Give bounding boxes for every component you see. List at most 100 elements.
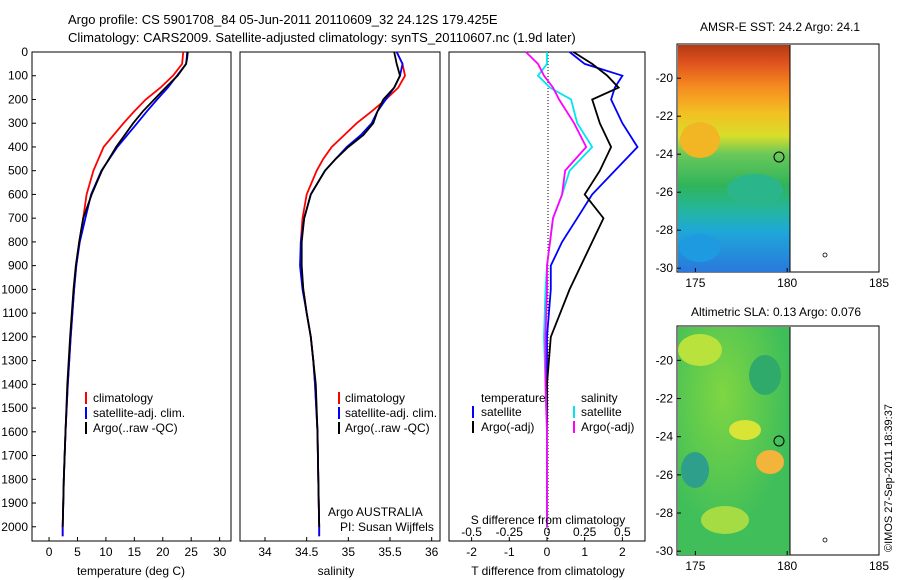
map-y-tick-label: -30 bbox=[656, 544, 674, 558]
y-tick-label: 1200 bbox=[1, 330, 28, 344]
x-tick-label: 35.5 bbox=[378, 545, 402, 559]
series-line-s-argo-adj bbox=[525, 51, 588, 527]
series-line-argo-raw-qc bbox=[61, 51, 189, 527]
map-x-tick-label: 175 bbox=[685, 276, 705, 290]
x-tick-label: 30 bbox=[213, 545, 227, 559]
y-tick-label: 1600 bbox=[1, 425, 28, 439]
legend-label-satellite: satellite-adj. clim. bbox=[345, 406, 437, 420]
map-x-tick-label: 185 bbox=[869, 559, 889, 573]
temperature-legend: climatology satellite-adj. clim. Argo(..… bbox=[85, 391, 185, 435]
map-y-tick-label: -20 bbox=[656, 353, 674, 367]
x-tick-label: 36 bbox=[425, 545, 439, 559]
difference-legend: temperature salinity satellite Argo(-adj… bbox=[472, 391, 634, 434]
x-tick-label: 2 bbox=[619, 545, 626, 559]
map-x-tick-label: 185 bbox=[869, 276, 889, 290]
sla-orange-patch bbox=[756, 450, 784, 474]
title-line-2: Climatology: CARS2009. Satellite-adjuste… bbox=[68, 30, 576, 45]
x-tick-label: -1 bbox=[504, 545, 515, 559]
map-y-tick-label: -28 bbox=[656, 223, 674, 237]
x-tick-label: 1 bbox=[581, 545, 588, 559]
sla-dark-patch-2 bbox=[681, 452, 709, 488]
map-y-tick-label: -24 bbox=[656, 430, 674, 444]
temperature-panel: 0100200300400500600700800900100011001200… bbox=[1, 45, 453, 578]
s-tick-label: -0.25 bbox=[496, 525, 524, 539]
s-difference-xlabel: S difference from climatology bbox=[471, 513, 626, 527]
sst-map-title: AMSR-E SST: 24.2 Argo: 24.1 bbox=[700, 20, 860, 34]
s-tick-label: 0 bbox=[544, 525, 551, 539]
sla-map-title: Altimetric SLA: 0.13 Argo: 0.076 bbox=[691, 305, 861, 319]
x-tick-label: -2 bbox=[466, 545, 477, 559]
map-x-tick-label: 175 bbox=[685, 559, 705, 573]
sst-island-marker bbox=[822, 252, 828, 258]
y-tick-label: 1700 bbox=[1, 449, 28, 463]
legend-label-argo: Argo(..raw -QC) bbox=[93, 421, 178, 435]
map-y-tick-label: -26 bbox=[656, 185, 674, 199]
salinity-xlabel: salinity bbox=[318, 564, 355, 578]
difference-panel: -2 -1 0 1 2 -0.5 -0.25 0 0.25 0.5 temperature sal… bbox=[448, 51, 646, 578]
y-tick-label: 200 bbox=[8, 92, 28, 106]
y-tick-label: 400 bbox=[8, 140, 28, 154]
x-tick-label: 20 bbox=[156, 545, 170, 559]
map-y-tick-label: -20 bbox=[656, 71, 674, 85]
series-line-t-argo-adj bbox=[546, 51, 621, 527]
map-x-tick-label: 180 bbox=[777, 559, 797, 573]
imos-timestamp: ©IMOS 27-Sep-2011 18:39:37 bbox=[883, 404, 895, 552]
y-tick-label: 2000 bbox=[1, 520, 28, 534]
y-tick-label: 100 bbox=[8, 69, 28, 83]
map-y-tick-label: -26 bbox=[656, 468, 674, 482]
salinity-plot-frame bbox=[239, 51, 441, 542]
legend-header-temperature: temperature bbox=[481, 391, 546, 405]
sla-argo-marker bbox=[773, 435, 785, 447]
y-tick-label: 1300 bbox=[1, 354, 28, 368]
map-y-tick-label: -24 bbox=[656, 147, 674, 161]
map-x-tick-label: 180 bbox=[777, 276, 797, 290]
title-line-1: Argo profile: CS 5901708_84 05-Jun-2011 … bbox=[68, 12, 498, 27]
legend-label-t-satellite: satellite bbox=[481, 405, 522, 419]
y-tick-label: 500 bbox=[8, 164, 28, 178]
x-tick-label: 10 bbox=[99, 545, 113, 559]
sst-field bbox=[678, 45, 790, 272]
sla-yellow-patch bbox=[678, 334, 722, 366]
argo-annotation-line-2: PI: Susan Wijffels bbox=[340, 520, 434, 534]
x-tick-label: 34.5 bbox=[295, 545, 319, 559]
y-tick-label: 1800 bbox=[1, 472, 28, 486]
x-tick-label: 0 bbox=[46, 545, 53, 559]
sst-map-panel: AMSR-E SST: 24.2 Argo: 24.1 175 180 185 -20… bbox=[656, 20, 890, 290]
y-tick-label: 700 bbox=[8, 211, 28, 225]
y-tick-label: 1500 bbox=[1, 401, 28, 415]
salinity-legend: climatology satellite-adj. clim. Argo(..… bbox=[338, 391, 437, 435]
sst-cold-patch bbox=[680, 234, 720, 262]
y-tick-label: 1400 bbox=[1, 377, 28, 391]
sla-map-panel: Altimetric SLA: 0.13 Argo: 0.076 175 180 1… bbox=[656, 305, 890, 573]
sst-warm-patch bbox=[680, 122, 720, 158]
y-tick-label: 900 bbox=[8, 259, 28, 273]
y-tick-label: 300 bbox=[8, 116, 28, 130]
sst-cool-patch bbox=[727, 174, 783, 206]
legend-label-t-argo: Argo(-adj) bbox=[481, 420, 534, 434]
x-tick-label: 15 bbox=[128, 545, 142, 559]
y-tick-label: 1000 bbox=[1, 282, 28, 296]
sla-island-marker bbox=[822, 537, 828, 543]
map-y-tick-label: -22 bbox=[656, 109, 674, 123]
x-tick-label: 34 bbox=[258, 545, 272, 559]
legend-label-s-satellite: satellite bbox=[581, 405, 622, 419]
y-tick-label: 0 bbox=[21, 45, 28, 59]
sla-dark-patch bbox=[749, 355, 781, 395]
s-tick-label: 0.25 bbox=[573, 525, 597, 539]
y-tick-label: 1100 bbox=[2, 306, 28, 320]
salinity-panel: 34 34.5 35 35.5 36 climatology satellite-adj… bbox=[239, 51, 441, 578]
y-tick-label: 1900 bbox=[1, 496, 28, 510]
legend-label-climatology: climatology bbox=[93, 391, 153, 405]
x-tick-label: 35 bbox=[342, 545, 356, 559]
series-line-argo-raw-qc bbox=[300, 51, 401, 527]
sla-light-patch bbox=[701, 506, 749, 534]
x-tick-label: 25 bbox=[185, 545, 199, 559]
legend-label-climatology: climatology bbox=[345, 391, 405, 405]
sla-yellow-patch-2 bbox=[729, 420, 761, 440]
argo-annotation-line-1: Argo AUSTRALIA bbox=[328, 505, 423, 519]
map-y-tick-label: -28 bbox=[656, 506, 674, 520]
s-tick-label: 0.5 bbox=[614, 525, 631, 539]
sst-argo-marker bbox=[773, 151, 785, 163]
s-tick-label: -0.5 bbox=[461, 525, 482, 539]
